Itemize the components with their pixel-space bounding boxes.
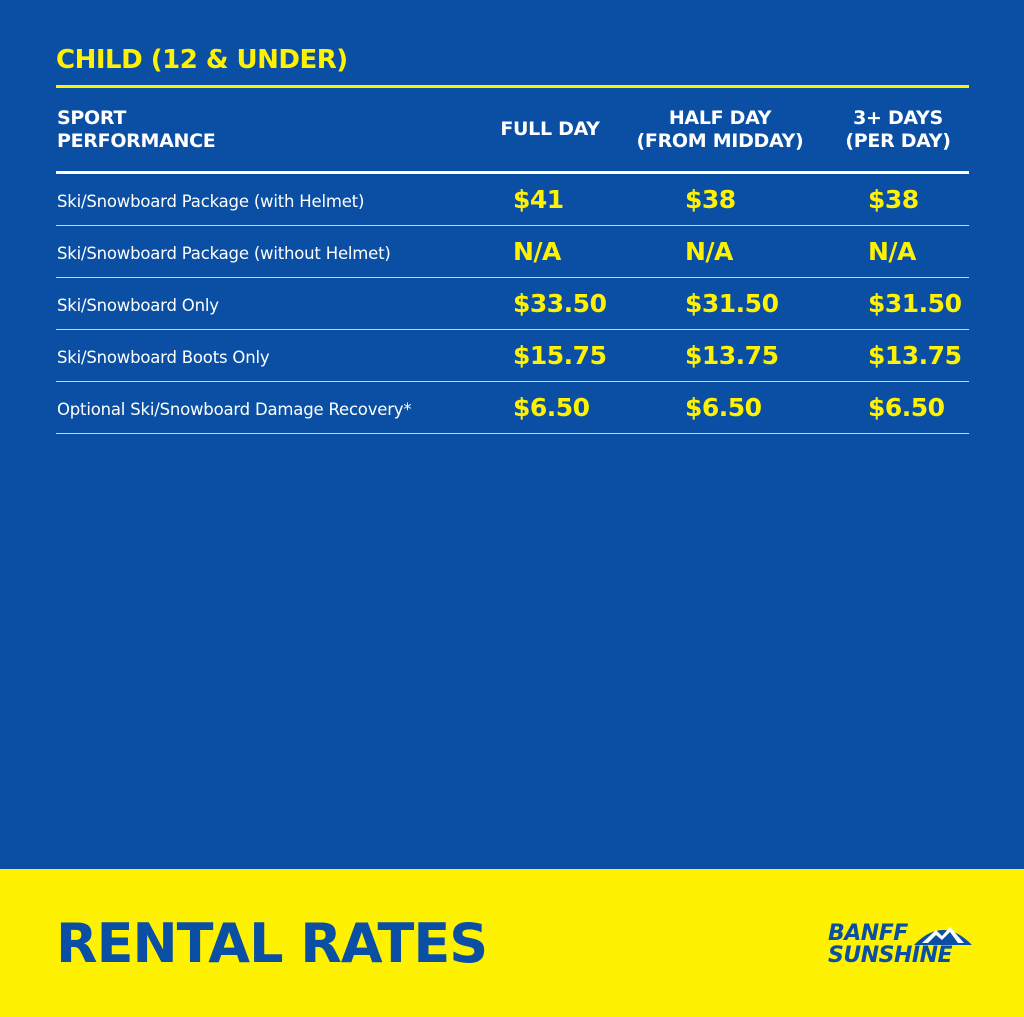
section-title: CHILD (12 & UNDER) bbox=[56, 45, 348, 75]
price-full-day: N/A bbox=[513, 237, 561, 266]
row-label: Optional Ski/Snowboard Damage Recovery* bbox=[57, 400, 412, 419]
price-half-day: $13.75 bbox=[685, 341, 779, 370]
header-full-day: FULL DAY bbox=[500, 118, 600, 140]
header-multi-day: 3+ DAYS (PER DAY) bbox=[845, 107, 951, 152]
price-half-day: $38 bbox=[685, 185, 736, 214]
price-multi-day: $31.50 bbox=[868, 289, 962, 318]
price-multi-day: $38 bbox=[868, 185, 919, 214]
price-half-day: $6.50 bbox=[685, 393, 762, 422]
table-row: Ski/Snowboard Only $33.50 $31.50 $31.50 bbox=[56, 278, 969, 330]
header-sport: SPORT PERFORMANCE bbox=[57, 107, 216, 152]
footer-title: RENTAL RATES bbox=[56, 912, 488, 975]
row-label: Ski/Snowboard Boots Only bbox=[57, 348, 270, 367]
price-multi-day: $6.50 bbox=[868, 393, 945, 422]
table-row: Optional Ski/Snowboard Damage Recovery* … bbox=[56, 382, 969, 434]
price-half-day: N/A bbox=[685, 237, 733, 266]
price-half-day: $31.50 bbox=[685, 289, 779, 318]
title-divider bbox=[56, 85, 969, 88]
price-multi-day: $13.75 bbox=[868, 341, 962, 370]
row-label: Ski/Snowboard Only bbox=[57, 296, 219, 315]
row-label: Ski/Snowboard Package (with Helmet) bbox=[57, 192, 365, 211]
logo-line-1: BANFF bbox=[828, 921, 908, 946]
header-half-day: HALF DAY (FROM MIDDAY) bbox=[636, 107, 804, 152]
logo-line-2: SUNSHINE bbox=[828, 943, 953, 968]
header-divider bbox=[56, 171, 969, 174]
price-full-day: $6.50 bbox=[513, 393, 590, 422]
table-row: Ski/Snowboard Package (with Helmet) $41 … bbox=[56, 174, 969, 226]
price-full-day: $33.50 bbox=[513, 289, 607, 318]
banff-sunshine-logo: BANFF SUNSHINE bbox=[828, 921, 976, 971]
row-label: Ski/Snowboard Package (without Helmet) bbox=[57, 244, 391, 263]
price-multi-day: N/A bbox=[868, 237, 916, 266]
rates-panel: CHILD (12 & UNDER) SPORT PERFORMANCE FUL… bbox=[0, 0, 1024, 869]
mountain-icon bbox=[914, 927, 972, 945]
table-row: Ski/Snowboard Boots Only $15.75 $13.75 $… bbox=[56, 330, 969, 382]
price-full-day: $15.75 bbox=[513, 341, 607, 370]
table-row: Ski/Snowboard Package (without Helmet) N… bbox=[56, 226, 969, 278]
footer-banner: RENTAL RATES BANFF SUNSHINE bbox=[0, 869, 1024, 1017]
price-full-day: $41 bbox=[513, 185, 564, 214]
